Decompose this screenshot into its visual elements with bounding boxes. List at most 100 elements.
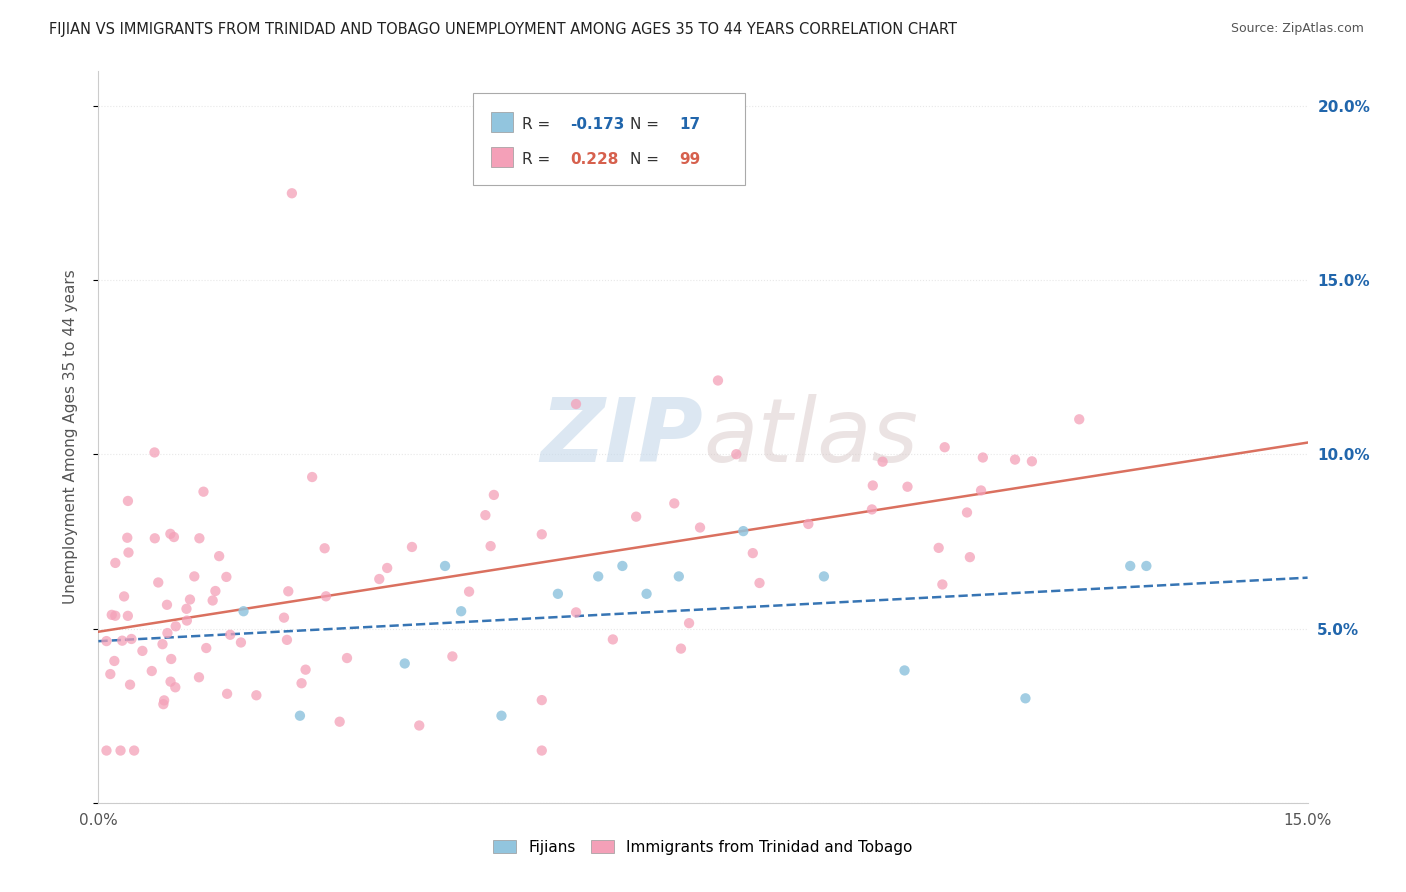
Point (143, 531, 166, 545)
Point (290, 676, 312, 690)
Point (111, 633, 134, 648)
Point (294, 663, 316, 677)
Point (547, 587, 569, 601)
Point (183, 569, 205, 583)
Point (156, 598, 179, 612)
Point (375, 561, 398, 575)
Point (176, 602, 198, 616)
Point (143, 445, 166, 459)
Point (441, 649, 464, 664)
Point (315, 590, 337, 604)
Point (565, 606, 588, 620)
Point (707, 374, 730, 388)
Text: ZIP: ZIP (540, 393, 703, 481)
Point (797, 516, 820, 531)
Point (482, 488, 505, 502)
Text: FIJIAN VS IMMIGRANTS FROM TRINIDAD AND TOBAGO UNEMPLOYMENT AMONG AGES 35 TO 44 Y: FIJIAN VS IMMIGRANTS FROM TRINIDAD AND T… (49, 22, 957, 37)
Point (934, 440, 956, 454)
Point (612, 558, 634, 573)
Point (530, 693, 553, 707)
Point (159, 674, 181, 689)
Point (219, 628, 242, 642)
Point (664, 496, 686, 510)
Point (394, 657, 416, 671)
Point (956, 506, 979, 520)
Point (195, 640, 218, 655)
Point (165, 619, 187, 633)
Point (273, 610, 295, 624)
Point (434, 558, 457, 573)
Point (208, 549, 231, 563)
Point (301, 470, 323, 484)
Text: 0.228: 0.228 (569, 153, 619, 168)
Point (152, 697, 174, 711)
Point (217, 687, 239, 701)
Text: 17: 17 (679, 117, 700, 132)
FancyBboxPatch shape (492, 147, 513, 167)
Point (188, 531, 211, 545)
Point (179, 592, 201, 607)
Point (1119, 558, 1142, 573)
FancyBboxPatch shape (492, 112, 513, 132)
Point (872, 455, 894, 469)
Point (152, 637, 174, 651)
Point (474, 508, 496, 523)
Point (141, 664, 163, 678)
Point (450, 604, 472, 618)
Point (1021, 454, 1043, 468)
Point (458, 584, 481, 599)
Point (96, 634, 118, 648)
Point (201, 593, 224, 607)
Point (193, 484, 215, 499)
Point (813, 569, 835, 583)
Point (329, 714, 352, 729)
FancyBboxPatch shape (474, 94, 745, 185)
Point (281, 186, 304, 201)
Point (176, 614, 198, 628)
Point (1014, 691, 1036, 706)
Point (668, 569, 690, 583)
Point (163, 530, 186, 544)
Point (232, 604, 254, 618)
Point (669, 641, 692, 656)
Point (104, 556, 127, 570)
Point (565, 397, 588, 411)
Legend: Fijians, Immigrants from Trinidad and Tobago: Fijians, Immigrants from Trinidad and To… (488, 834, 918, 861)
Point (131, 644, 153, 658)
Point (229, 635, 252, 649)
Point (748, 576, 770, 591)
Point (530, 527, 553, 541)
Point (1135, 558, 1157, 573)
Point (624, 509, 647, 524)
Point (159, 526, 181, 541)
Point (160, 652, 183, 666)
Point (586, 569, 609, 583)
Point (215, 570, 238, 584)
Point (277, 584, 299, 599)
Point (96, 743, 118, 757)
Point (117, 545, 139, 559)
Point (678, 616, 700, 631)
Point (153, 693, 176, 707)
Point (165, 681, 187, 695)
Point (120, 632, 142, 646)
Text: Source: ZipAtlas.com: Source: ZipAtlas.com (1230, 22, 1364, 36)
Point (689, 520, 711, 534)
Point (1069, 412, 1091, 426)
Point (103, 654, 125, 668)
Text: N =: N = (630, 117, 659, 132)
Point (112, 590, 135, 604)
Point (276, 632, 298, 647)
Point (98, 667, 121, 681)
Point (928, 541, 950, 555)
Point (530, 743, 553, 757)
Point (336, 651, 359, 665)
Point (741, 546, 763, 560)
Point (860, 502, 883, 516)
Text: -0.173: -0.173 (569, 117, 624, 132)
Point (972, 450, 994, 465)
Point (117, 531, 139, 545)
Text: N =: N = (630, 153, 659, 168)
Point (117, 608, 139, 623)
Point (862, 478, 884, 492)
